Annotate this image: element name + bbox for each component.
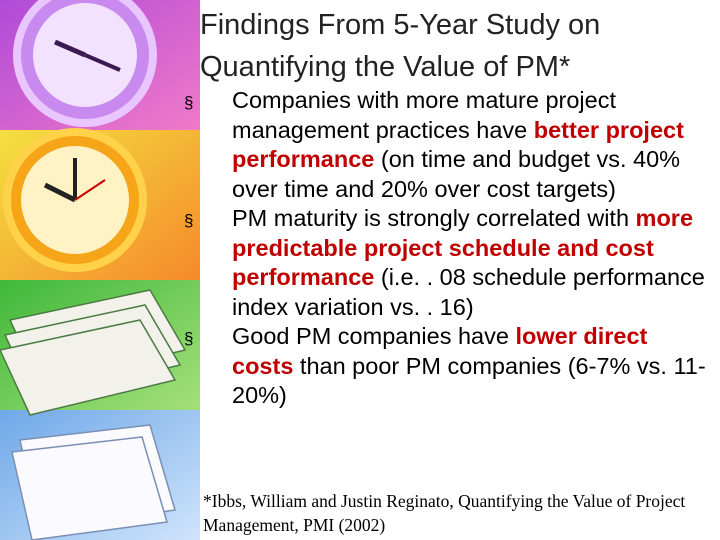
bullet-item: § Companies with more mature project mana…	[184, 86, 714, 204]
bullet-text: Good PM companies have	[232, 323, 516, 349]
footnote: *Ibbs, William and Justin Reginato, Quan…	[203, 491, 686, 535]
bullet-marker: §	[184, 211, 194, 230]
bullet-marker: §	[184, 93, 194, 112]
bullet-text: Companies with more mature project manag…	[232, 87, 616, 143]
bullet-text: (i.e. . 08 schedule performance index va…	[232, 264, 705, 320]
bullet-marker: §	[184, 329, 194, 348]
decorative-images	[0, 0, 200, 540]
bullet-item: § Good PM companies have lower direct cos…	[184, 322, 714, 411]
bullet-text: than poor PM companies (6-7% vs. 11-20%)	[232, 352, 706, 409]
emphasized-text: more predictable project schedule and co…	[232, 205, 694, 290]
bullet-text: PM maturity is strongly correlated with	[232, 205, 636, 231]
emphasized-text: lower direct costs	[232, 323, 648, 379]
slide-title: Findings From 5-Year Study on Quantifying…	[200, 4, 715, 88]
emphasized-text: better project performance	[232, 116, 684, 173]
bullet-text: (on time and budget vs. 40% over time an…	[232, 146, 681, 202]
bullet-list: § Companies with more mature project mana…	[184, 86, 714, 411]
bullet-item: § PM maturity is strongly correlated with…	[184, 204, 714, 322]
title-line: Quantifying the Value of PM*	[200, 51, 571, 83]
title-line: Findings From 5-Year Study on	[200, 9, 601, 41]
